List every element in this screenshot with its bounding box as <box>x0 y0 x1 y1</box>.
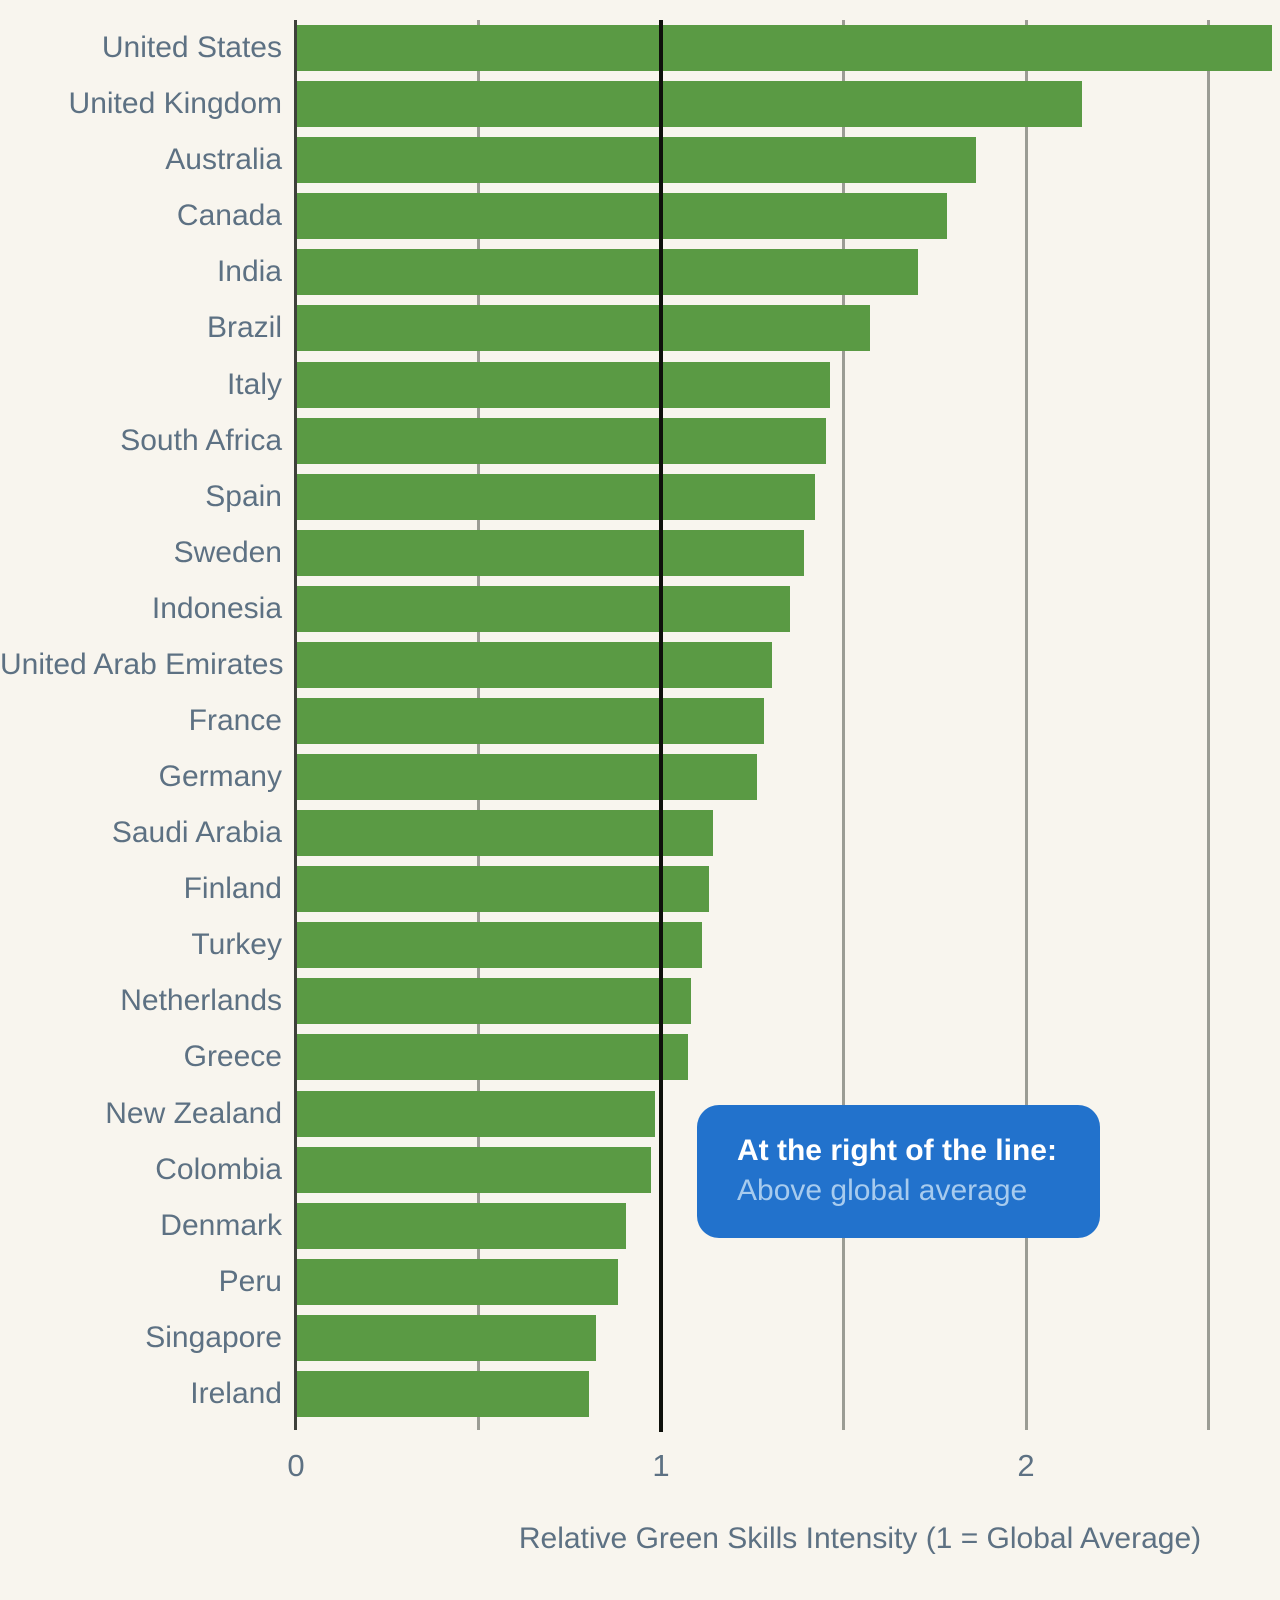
country-label: India <box>216 255 282 289</box>
country-label: France <box>188 704 282 737</box>
bar <box>297 810 714 857</box>
country-label: Spain <box>205 479 282 513</box>
bar <box>297 193 947 240</box>
bar <box>297 754 757 801</box>
country-label: Saudi Arabia <box>111 816 282 850</box>
bar <box>297 249 918 296</box>
bar <box>297 417 827 464</box>
gridline-1.5 <box>842 20 845 1430</box>
bar <box>297 585 790 632</box>
country-label: United States <box>101 31 282 65</box>
global-average-reference-line <box>659 20 663 1432</box>
y-axis-spine <box>294 20 297 1430</box>
callout-subtitle: Above global average <box>737 1174 1028 1207</box>
bar <box>297 978 692 1025</box>
callout: At the right of the line: Above global a… <box>697 1105 1100 1238</box>
country-label: Finland <box>183 872 282 906</box>
country-label: United Kingdom <box>68 87 282 121</box>
country-label: Singapore <box>145 1320 282 1354</box>
bar <box>297 1034 688 1081</box>
bar <box>297 641 772 688</box>
bar <box>297 81 1082 128</box>
bar <box>297 922 703 969</box>
bar <box>297 1202 626 1249</box>
bar <box>297 137 976 184</box>
country-label: Ireland <box>190 1376 282 1410</box>
bar <box>297 473 816 520</box>
country-label: Peru <box>218 1264 282 1298</box>
country-label: Indonesia <box>151 591 282 625</box>
country-label: Colombia <box>155 1152 282 1186</box>
bar <box>297 1370 589 1417</box>
country-label: Denmark <box>160 1208 282 1242</box>
country-label: Greece <box>183 1040 282 1074</box>
bar <box>297 305 871 352</box>
bar <box>297 1090 655 1137</box>
country-label: United Arab Emirates <box>0 647 284 681</box>
country-label: Sweden <box>173 535 282 569</box>
country-label: Italy <box>226 367 282 401</box>
country-label: Turkey <box>191 928 282 962</box>
bar <box>297 25 1272 72</box>
bar <box>297 529 805 576</box>
bar <box>297 1146 652 1193</box>
country-label: Netherlands <box>120 984 282 1018</box>
country-label: Germany <box>158 760 282 794</box>
country-label: Australia <box>165 143 282 177</box>
gridline-2 <box>1024 20 1028 1430</box>
bar <box>297 1258 619 1305</box>
bar <box>297 1314 597 1361</box>
x-tick-label-1: 1 <box>652 1448 670 1483</box>
bar <box>297 866 710 913</box>
bar <box>297 698 765 744</box>
bar <box>297 361 830 408</box>
x-tick-label-2: 2 <box>1017 1448 1035 1483</box>
gridline-2.5 <box>1207 20 1210 1430</box>
country-label: Brazil <box>206 311 282 345</box>
x-tick-label-0: 0 <box>287 1448 305 1483</box>
x-axis-label: Relative Green Skills Intensity (1 = Glo… <box>518 1522 1202 1555</box>
country-label: New Zealand <box>105 1096 282 1130</box>
country-label: Canada <box>176 199 282 233</box>
callout-title: At the right of the line: <box>737 1134 1057 1167</box>
country-label: South Africa <box>120 423 282 457</box>
